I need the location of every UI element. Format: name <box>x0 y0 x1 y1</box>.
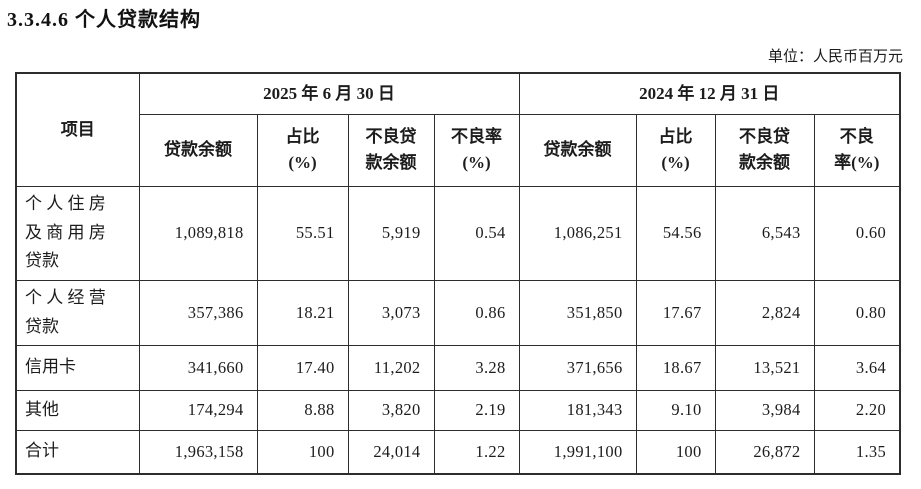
cell-other-npl-balance-2024: 3,984 <box>714 389 815 431</box>
col-header-npl-balance-2025: 不良贷 款余额 <box>347 113 435 187</box>
col-header-period-2025: 2025 年 6 月 30 日 <box>138 72 520 115</box>
col-header-item: 项目 <box>15 72 140 187</box>
table-row-credit-card: 信用卡 341,660 17.40 11,202 3.28 371,656 18… <box>15 344 901 391</box>
cell-housing-loan-balance-2024: 1,086,251 <box>518 185 637 281</box>
table-row-housing: 个 人 住 房 及 商 用 房 贷款 1,089,818 55.51 5,919… <box>15 185 901 281</box>
cell-business-loan-balance-2025: 357,386 <box>138 279 258 346</box>
header-row-dates: 项目 2025 年 6 月 30 日 2024 年 12 月 31 日 <box>15 72 901 187</box>
cell-credit-card-loan-balance-2024: 371,656 <box>518 344 637 391</box>
cell-total-npl-ratio-2025: 1.22 <box>433 429 520 475</box>
cell-credit-card-npl-balance-2024: 13,521 <box>714 344 815 391</box>
cell-housing-share-2025: 55.51 <box>256 185 349 281</box>
table-row-business: 个 人 经 营 贷款 357,386 18.21 3,073 0.86 351,… <box>15 279 901 346</box>
col-header-npl-ratio-2024: 不良 率(%) <box>813 113 901 187</box>
col-header-share-2024: 占比 (%) <box>635 113 716 187</box>
col-header-loan-balance-2025: 贷款余额 <box>138 113 258 187</box>
col-header-period-2024: 2024 年 12 月 31 日 <box>518 72 901 115</box>
cell-credit-card-share-2025: 17.40 <box>256 344 349 391</box>
cell-housing-npl-ratio-2025: 0.54 <box>433 185 520 281</box>
cell-housing-loan-balance-2025: 1,089,818 <box>138 185 258 281</box>
cell-business-npl-balance-2024: 2,824 <box>714 279 815 346</box>
col-header-npl-balance-2024: 不良贷 款余额 <box>714 113 815 187</box>
cell-other-loan-balance-2025: 174,294 <box>138 389 258 431</box>
cell-housing-npl-ratio-2024: 0.60 <box>813 185 901 281</box>
personal-loan-structure-table: 项目 2025 年 6 月 30 日 2024 年 12 月 31 日 贷款余额… <box>15 72 901 475</box>
cell-other-npl-ratio-2025: 2.19 <box>433 389 520 431</box>
section-title: 3.3.4.6 个人贷款结构 <box>7 9 201 31</box>
cell-other-npl-balance-2025: 3,820 <box>347 389 435 431</box>
cell-credit-card-loan-balance-2025: 341,660 <box>138 344 258 391</box>
cell-business-npl-ratio-2024: 0.80 <box>813 279 901 346</box>
cell-total-share-2024: 100 <box>635 429 716 475</box>
cell-credit-card-npl-ratio-2025: 3.28 <box>433 344 520 391</box>
cell-total-npl-balance-2024: 26,872 <box>714 429 815 475</box>
cell-housing-npl-balance-2025: 5,919 <box>347 185 435 281</box>
table-row-total: 合计 1,963,158 100 24,014 1.22 1,991,100 1… <box>15 429 901 475</box>
row-label-housing: 个 人 住 房 及 商 用 房 贷款 <box>15 185 140 281</box>
unit-note: 单位：人民币百万元 <box>767 49 903 65</box>
col-header-share-2025: 占比 (%) <box>256 113 349 187</box>
row-label-credit-card: 信用卡 <box>15 344 140 391</box>
header-row-metrics: 贷款余额 占比 (%) 不良贷 款余额 不良率 (%) 贷款余额 占比 (%) … <box>16 113 901 187</box>
cell-other-loan-balance-2024: 181,343 <box>518 389 637 431</box>
cell-total-npl-ratio-2024: 1.35 <box>813 429 901 475</box>
cell-credit-card-npl-balance-2025: 11,202 <box>347 344 435 391</box>
cell-business-share-2025: 18.21 <box>256 279 349 346</box>
cell-housing-share-2024: 54.56 <box>635 185 716 281</box>
cell-business-loan-balance-2024: 351,850 <box>518 279 637 346</box>
cell-total-loan-balance-2025: 1,963,158 <box>138 429 258 475</box>
cell-credit-card-npl-ratio-2024: 3.64 <box>813 344 901 391</box>
table-row-other: 其他 174,294 8.88 3,820 2.19 181,343 9.10 … <box>15 389 901 431</box>
cell-other-share-2024: 9.10 <box>635 389 716 431</box>
cell-total-share-2025: 100 <box>256 429 349 475</box>
cell-total-npl-balance-2025: 24,014 <box>347 429 435 475</box>
col-header-npl-ratio-2025: 不良率 (%) <box>433 113 520 187</box>
row-label-business: 个 人 经 营 贷款 <box>15 279 140 346</box>
cell-housing-npl-balance-2024: 6,543 <box>714 185 815 281</box>
cell-business-npl-balance-2025: 3,073 <box>347 279 435 346</box>
cell-other-npl-ratio-2024: 2.20 <box>813 389 901 431</box>
cell-business-npl-ratio-2025: 0.86 <box>433 279 520 346</box>
col-header-loan-balance-2024: 贷款余额 <box>518 113 637 187</box>
cell-credit-card-share-2024: 18.67 <box>635 344 716 391</box>
row-label-other: 其他 <box>15 389 140 431</box>
cell-business-share-2024: 17.67 <box>635 279 716 346</box>
cell-total-loan-balance-2024: 1,991,100 <box>518 429 637 475</box>
row-label-total: 合计 <box>15 429 140 475</box>
cell-other-share-2025: 8.88 <box>256 389 349 431</box>
